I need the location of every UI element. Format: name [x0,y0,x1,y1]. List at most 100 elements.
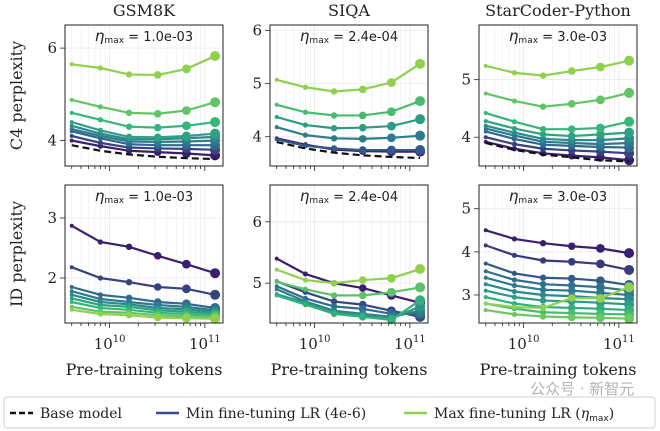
data-point [539,274,547,281]
data-point [624,248,635,259]
watermark: 公众号 · 新智元 [530,380,634,398]
data-point [69,138,74,143]
data-point [511,98,517,104]
y-tick-label: 4 [461,128,471,146]
data-point [69,300,74,304]
data-point [210,117,221,128]
data-point [415,130,426,141]
data-point [539,257,547,264]
data-point [330,135,338,142]
eta-max-annotation: ηmax = 2.4e-04 [300,187,398,206]
data-point [483,63,488,68]
series-line [71,290,216,312]
data-point [387,78,396,87]
data-point [539,135,547,143]
series-line [71,111,216,129]
data-point [539,103,547,110]
series-line [276,294,421,322]
data-point [153,133,162,142]
data-point [387,107,396,117]
y-tick-label: 6 [47,39,57,57]
series-line [485,140,630,162]
data-point [483,135,488,140]
data-point [511,125,517,132]
data-point [387,133,396,143]
data-point [483,228,488,233]
series-line [71,300,216,317]
subplot-title: GSM8K [113,1,176,20]
data-point [210,50,221,61]
series-line [71,139,216,157]
data-point [210,268,221,279]
series-line [485,244,630,272]
data-point [539,72,547,79]
data-point [125,279,133,286]
series-line [71,224,216,275]
data-point [596,243,605,253]
data-point [539,286,547,293]
x-axis-label: Pre-training tokens [271,360,428,379]
data-point [415,282,426,293]
data-point [274,125,279,130]
data-point [483,261,488,266]
data-point [69,127,74,132]
series-line [276,267,421,285]
data-point [330,298,338,305]
data-point [274,279,279,284]
data-point [330,310,338,317]
eta-max-annotation: ηmax = 1.0e-03 [95,187,193,206]
data-point [624,282,635,293]
series-line [276,115,421,130]
data-point [483,301,488,306]
data-point [274,137,279,142]
y-tick-label: 5 [252,75,262,93]
data-point [624,313,635,324]
base-model-line [71,144,216,161]
data-point [624,55,635,66]
data-point [69,292,74,297]
data-point [483,126,488,131]
data-point [483,308,488,313]
data-point [69,97,74,102]
series-line [276,285,421,315]
series-line [485,111,630,131]
data-point [415,58,426,69]
data-point [539,304,547,312]
series-line [71,130,216,147]
data-point [624,155,635,166]
data-point [210,97,221,108]
series-line [276,280,421,318]
data-point [483,295,488,300]
series-line [276,257,421,304]
data-point [97,104,103,110]
data-point [302,122,308,128]
data-point [483,288,488,293]
axes-frame [269,184,429,324]
data-point [539,291,547,299]
data-point [358,135,367,143]
y-tick-label: 5 [461,200,471,218]
series-line [485,91,630,108]
data-point [302,109,308,115]
data-point [567,242,576,251]
data-point [97,127,103,134]
data-point [182,106,191,115]
data-point [125,133,133,141]
series-line [485,124,630,142]
axes-frame [64,24,224,167]
data-point [274,102,279,107]
data-point [596,259,605,269]
data-point [330,145,338,152]
data-point [415,295,426,306]
data-point [69,265,74,270]
series-line [485,136,630,155]
subplot-2: 4 5 ηmax = 3.0e-03 StarCoder-Python [461,1,638,171]
series-line [485,120,630,138]
data-point [125,123,133,130]
data-point [358,284,367,292]
data-point [511,304,517,310]
data-point [511,252,517,258]
data-point [182,121,191,131]
data-point [125,109,133,117]
data-point [511,70,517,76]
